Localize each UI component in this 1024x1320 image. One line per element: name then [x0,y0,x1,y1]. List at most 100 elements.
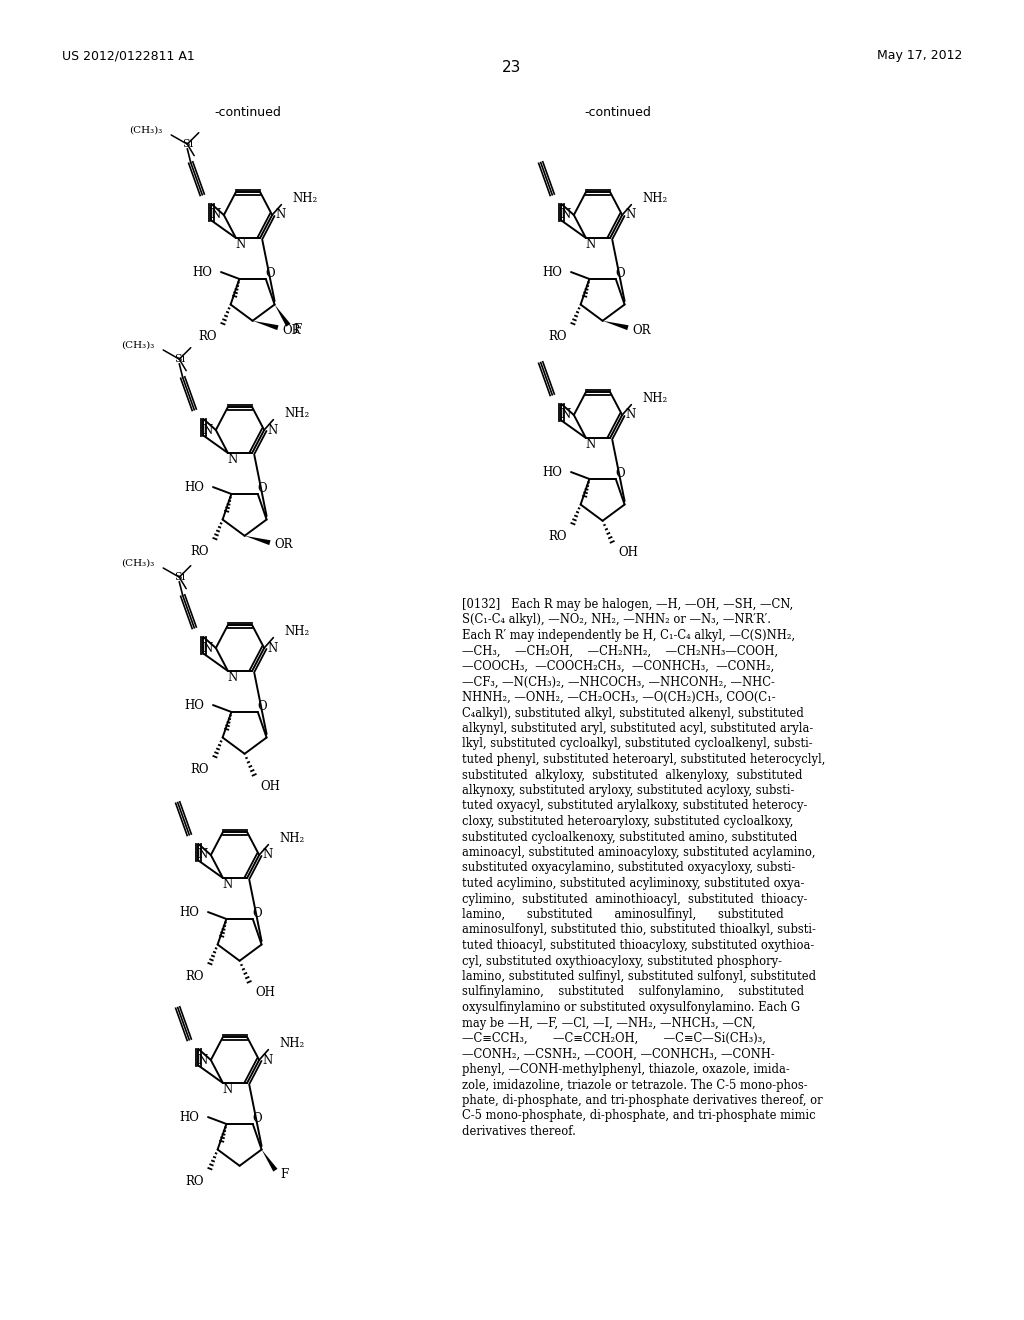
Text: O: O [615,467,626,479]
Text: Si: Si [181,139,193,149]
Text: Si: Si [174,572,185,582]
Text: NH₂: NH₂ [643,392,668,405]
Text: zole, imidazoline, triazole or tetrazole. The C-5 mono-phos-: zole, imidazoline, triazole or tetrazole… [462,1078,808,1092]
Text: RO: RO [185,1175,204,1188]
Text: O: O [253,1111,262,1125]
Polygon shape [261,1150,278,1172]
Text: lamino,      substituted      aminosulfinyl,      substituted: lamino, substituted aminosulfinyl, subst… [462,908,783,921]
Text: F: F [280,1168,288,1181]
Text: —C≡CCH₃,       —C≡CCH₂OH,       —C≡C—Si(CH₃)₃,: —C≡CCH₃, —C≡CCH₂OH, —C≡C—Si(CH₃)₃, [462,1032,766,1045]
Text: phenyl, —CONH-methylphenyl, thiazole, oxazole, imida-: phenyl, —CONH-methylphenyl, thiazole, ox… [462,1063,790,1076]
Text: N: N [222,878,232,891]
Text: (CH₃)₃: (CH₃)₃ [121,558,154,568]
Text: N: N [203,642,213,655]
Text: -continued: -continued [585,106,651,119]
Text: alkynyl, substituted aryl, substituted acyl, substituted aryla-: alkynyl, substituted aryl, substituted a… [462,722,813,735]
Text: substituted cycloalkenoxy, substituted amino, substituted: substituted cycloalkenoxy, substituted a… [462,830,798,843]
Text: N: N [586,438,596,451]
Text: lkyl, substituted cycloalkyl, substituted cycloalkenyl, substi-: lkyl, substituted cycloalkyl, substitute… [462,738,813,751]
Text: O: O [265,267,275,280]
Text: N: N [227,453,238,466]
Text: N: N [267,642,278,655]
Text: Each R′ may independently be H, C₁-C₄ alkyl, —C(S)NH₂,: Each R′ may independently be H, C₁-C₄ al… [462,630,795,642]
Text: —CONH₂, —CSNH₂, —COOH, —CONHCH₃, —CONH-: —CONH₂, —CSNH₂, —COOH, —CONHCH₃, —CONH- [462,1048,775,1060]
Text: NH₂: NH₂ [280,833,305,845]
Text: C-5 mono-phosphate, di-phosphate, and tri-phosphate mimic: C-5 mono-phosphate, di-phosphate, and tr… [462,1110,816,1122]
Polygon shape [602,321,629,330]
Text: substituted oxyacylamino, substituted oxyacyloxy, substi-: substituted oxyacylamino, substituted ox… [462,862,796,874]
Text: tuted acylimino, substituted acyliminoxy, substituted oxya-: tuted acylimino, substituted acyliminoxy… [462,876,805,890]
Text: RO: RO [548,330,567,343]
Text: N: N [236,239,246,251]
Text: N: N [625,408,635,421]
Text: HO: HO [179,1110,199,1123]
Text: derivatives thereof.: derivatives thereof. [462,1125,575,1138]
Text: N: N [625,209,635,222]
Text: HO: HO [542,466,562,479]
Text: RO: RO [185,970,204,983]
Text: HO: HO [542,265,562,279]
Text: HO: HO [179,906,199,919]
Text: N: N [227,672,238,684]
Text: N: N [211,209,221,222]
Text: N: N [262,849,272,862]
Text: NH₂: NH₂ [285,408,310,420]
Text: NHNH₂, —ONH₂, —CH₂OCH₃, —O(CH₂)CH₃, COO(C₁-: NHNH₂, —ONH₂, —CH₂OCH₃, —O(CH₂)CH₃, COO(… [462,690,775,704]
Text: —COOCH₃,  —COOCH₂CH₃,  —CONHCH₃,  —CONH₂,: —COOCH₃, —COOCH₂CH₃, —CONHCH₃, —CONH₂, [462,660,774,673]
Text: O: O [253,907,262,920]
Text: cylimino,  substituted  aminothioacyl,  substituted  thioacy-: cylimino, substituted aminothioacyl, sub… [462,892,807,906]
Text: tuted thioacyl, substituted thioacyloxy, substituted oxythioa-: tuted thioacyl, substituted thioacyloxy,… [462,939,814,952]
Text: 23: 23 [503,61,521,75]
Text: F: F [293,323,301,337]
Text: aminoacyl, substituted aminoacyloxy, substituted acylamino,: aminoacyl, substituted aminoacyloxy, sub… [462,846,815,859]
Text: US 2012/0122811 A1: US 2012/0122811 A1 [62,49,195,62]
Text: lamino, substituted sulfinyl, substituted sulfonyl, substituted: lamino, substituted sulfinyl, substitute… [462,970,816,983]
Text: alkynoxy, substituted aryloxy, substituted acyloxy, substi-: alkynoxy, substituted aryloxy, substitut… [462,784,795,797]
Text: may be —H, —F, —Cl, —I, —NH₂, —NHCH₃, —CN,: may be —H, —F, —Cl, —I, —NH₂, —NHCH₃, —C… [462,1016,756,1030]
Text: cloxy, substituted heteroaryloxy, substituted cycloalkoxy,: cloxy, substituted heteroaryloxy, substi… [462,814,794,828]
Text: aminosulfonyl, substituted thio, substituted thioalkyl, substi-: aminosulfonyl, substituted thio, substit… [462,924,816,936]
Text: RO: RO [190,763,209,776]
Text: HO: HO [191,265,212,279]
Text: N: N [561,209,571,222]
Text: oxysulfinylamino or substituted oxysulfonylamino. Each G: oxysulfinylamino or substituted oxysulfo… [462,1001,800,1014]
Text: sulfinylamino,    substituted    sulfonylamino,    substituted: sulfinylamino, substituted sulfonylamino… [462,986,804,998]
Text: HO: HO [184,480,204,494]
Text: O: O [615,267,626,280]
Text: [0132]   Each R may be halogen, —H, —OH, —SH, —CN,: [0132] Each R may be halogen, —H, —OH, —… [462,598,794,611]
Text: tuted phenyl, substituted heteroaryl, substituted heterocyclyl,: tuted phenyl, substituted heteroaryl, su… [462,752,825,766]
Polygon shape [253,321,279,330]
Text: NH₂: NH₂ [643,193,668,206]
Text: HO: HO [184,698,204,711]
Text: N: N [275,209,286,222]
Text: OR: OR [283,323,301,337]
Text: N: N [586,239,596,251]
Text: OH: OH [261,780,281,792]
Text: -continued: -continued [215,106,282,119]
Text: OH: OH [256,986,275,999]
Text: —CH₃,    —CH₂OH,    —CH₂NH₂,    —CH₂NH₃—COOH,: —CH₃, —CH₂OH, —CH₂NH₂, —CH₂NH₃—COOH, [462,644,778,657]
Text: N: N [262,1053,272,1067]
Text: Si: Si [174,354,185,364]
Text: —CF₃, —N(CH₃)₂, —NHCOCH₃, —NHCONH₂, —NHC-: —CF₃, —N(CH₃)₂, —NHCOCH₃, —NHCONH₂, —NHC… [462,676,775,689]
Text: NH₂: NH₂ [280,1038,305,1051]
Text: N: N [198,849,208,862]
Text: OR: OR [274,539,293,552]
Text: NH₂: NH₂ [285,626,310,639]
Text: cyl, substituted oxythioacyloxy, substituted phosphory-: cyl, substituted oxythioacyloxy, substit… [462,954,782,968]
Text: OR: OR [633,323,651,337]
Text: phate, di-phosphate, and tri-phosphate derivatives thereof, or: phate, di-phosphate, and tri-phosphate d… [462,1094,822,1107]
Text: substituted  alkyloxy,  substituted  alkenyloxy,  substituted: substituted alkyloxy, substituted alkeny… [462,768,803,781]
Text: C₄alkyl), substituted alkyl, substituted alkenyl, substituted: C₄alkyl), substituted alkyl, substituted… [462,706,804,719]
Text: OH: OH [618,546,639,560]
Polygon shape [274,305,291,326]
Text: O: O [258,482,267,495]
Text: N: N [222,1084,232,1097]
Text: tuted oxyacyl, substituted arylalkoxy, substituted heterocy-: tuted oxyacyl, substituted arylalkoxy, s… [462,800,807,813]
Text: N: N [561,408,571,421]
Text: N: N [198,1053,208,1067]
Text: (CH₃)₃: (CH₃)₃ [121,341,154,350]
Text: RO: RO [548,531,567,544]
Text: RO: RO [190,545,209,558]
Text: May 17, 2012: May 17, 2012 [877,49,962,62]
